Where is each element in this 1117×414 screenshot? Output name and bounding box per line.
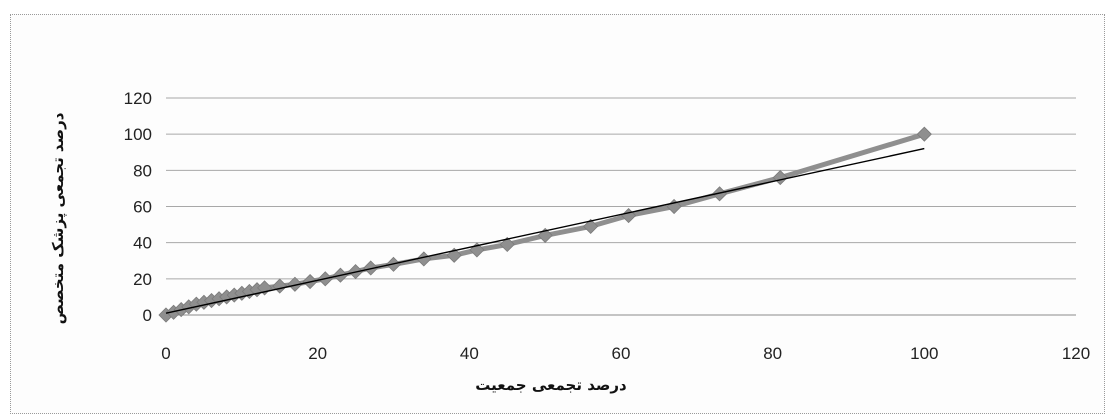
y-tick-label: 0 — [143, 306, 152, 325]
x-tick-label: 0 — [161, 344, 170, 363]
x-tick-label: 120 — [1062, 344, 1090, 363]
y-tick-label: 120 — [124, 89, 152, 108]
data-point — [772, 170, 788, 186]
chart-svg: 0 20 40 60 80 100 120 0 20 40 60 80 100 120 درصد تجمع… — [49, 89, 1091, 394]
data-point — [272, 278, 288, 294]
x-tick-label: 100 — [910, 344, 938, 363]
y-tick-label: 20 — [133, 270, 152, 289]
data-point — [583, 218, 599, 234]
data-point — [257, 280, 273, 296]
data-point — [916, 126, 932, 142]
data-point — [287, 276, 303, 292]
x-tick-label: 80 — [763, 344, 782, 363]
series-layer — [158, 126, 932, 323]
x-tick-label: 20 — [308, 344, 327, 363]
x-axis-title: درصد تجمعی جمعیت — [475, 376, 627, 394]
data-point — [621, 207, 637, 224]
y-tick-label: 80 — [133, 161, 152, 180]
tick-labels: 0 20 40 60 80 100 120 0 20 40 60 80 100 120 — [124, 89, 1091, 363]
y-tick-label: 100 — [124, 125, 152, 144]
y-tick-label: 60 — [133, 198, 152, 217]
x-tick-label: 40 — [460, 344, 479, 363]
data-point — [499, 236, 515, 253]
y-axis-title: درصد تجمعی پزشک متخصص — [49, 112, 68, 324]
trendline — [165, 147, 925, 314]
chart-frame: 0 20 40 60 80 100 120 0 20 40 60 80 100 120 درصد تجمع… — [10, 14, 1105, 414]
y-tick-label: 40 — [133, 234, 152, 253]
data-point — [363, 260, 379, 276]
x-tick-label: 60 — [612, 344, 631, 363]
